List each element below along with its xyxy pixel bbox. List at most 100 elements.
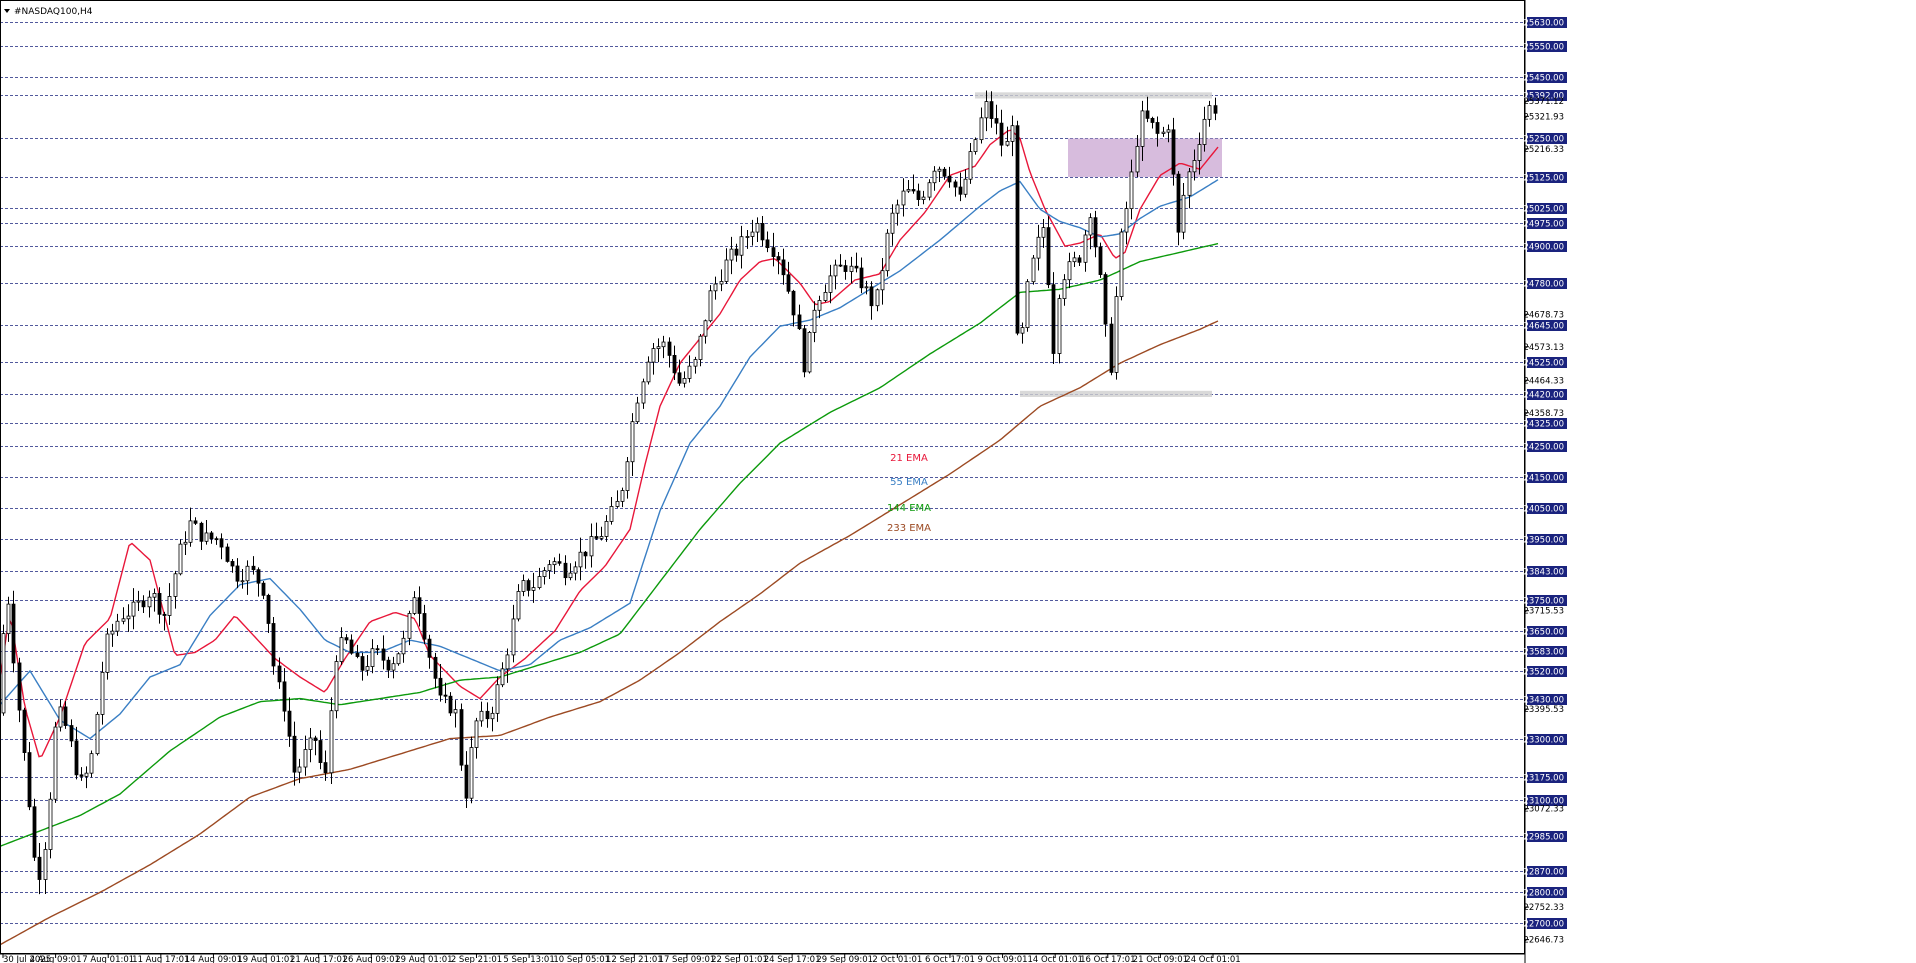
- price-axis[interactable]: 25630.00 25550.00 25450.00 25392.00 25250.00…: [1523, 17, 1567, 946]
- candle-body: [583, 551, 588, 557]
- candle-body: [11, 603, 16, 664]
- candle-body: [1036, 236, 1041, 259]
- ema-legend: 21 EMA 55 EMA 144 EMA 233 EMA: [887, 453, 931, 534]
- candle-body: [656, 346, 661, 349]
- price-level-box: [1527, 595, 1567, 606]
- candle-body: [375, 648, 380, 651]
- candle-body: [1129, 171, 1134, 210]
- candle-body: [698, 335, 703, 360]
- candle-body: [500, 668, 505, 686]
- candle-body: [1155, 122, 1160, 134]
- price-level-box: [1527, 866, 1567, 877]
- candle-body: [1062, 279, 1067, 299]
- candle-body: [1057, 298, 1062, 354]
- candle-body: [932, 170, 937, 184]
- candle-body: [999, 122, 1004, 146]
- candle-body: [136, 600, 141, 603]
- candle-body: [495, 684, 500, 714]
- time-label: 6 Oct 17:01: [925, 955, 975, 963]
- price-level-box: [1527, 772, 1567, 783]
- candle-body: [1161, 131, 1166, 134]
- candle-body: [713, 283, 718, 292]
- price-level-box: [1527, 241, 1567, 252]
- time-label: 26 Aug 09:01: [343, 955, 400, 963]
- candle-body: [869, 286, 874, 307]
- candle-body: [183, 541, 188, 545]
- candle-body: [110, 630, 115, 635]
- candle-body: [48, 798, 53, 850]
- candle-body: [1140, 110, 1145, 147]
- candle-body: [906, 189, 911, 192]
- candle-body: [22, 709, 27, 753]
- dropdown-triangle-icon[interactable]: [4, 9, 10, 13]
- candle-body: [105, 633, 110, 673]
- price-level-label: 24050.00: [1523, 505, 1564, 515]
- candle-body: [1187, 171, 1192, 196]
- candle-body: [339, 637, 344, 662]
- price-level-box: [1527, 278, 1567, 289]
- candle-body: [188, 520, 193, 543]
- candle-body: [391, 663, 396, 671]
- candle-body: [661, 341, 666, 348]
- price-level-box: [1527, 626, 1567, 637]
- candle-body: [641, 381, 646, 404]
- candle-body: [1046, 227, 1051, 286]
- price-level-label: 25392.00: [1523, 92, 1564, 102]
- candle-body: [214, 538, 219, 541]
- time-label: 14 Aug 09:01: [185, 955, 242, 963]
- price-level-box: [1527, 133, 1567, 144]
- candle-body: [1051, 284, 1056, 354]
- candle-body: [277, 665, 282, 683]
- price-level-label: 22800.00: [1523, 889, 1564, 899]
- candle-body: [1031, 257, 1036, 283]
- candle-body: [947, 175, 952, 183]
- candle-body: [1088, 217, 1093, 236]
- candle-body: [765, 239, 770, 249]
- ema-line-21: [0, 129, 1219, 758]
- candle-body: [303, 749, 308, 768]
- candle-body: [594, 536, 599, 539]
- candle-body: [890, 212, 895, 234]
- candle-body: [1166, 129, 1171, 133]
- candle-body: [1010, 125, 1015, 142]
- price-level-label: 25450.00: [1523, 74, 1564, 84]
- candle-body: [32, 806, 37, 858]
- price-level-label: 25125.00: [1523, 174, 1564, 184]
- candle-body: [63, 706, 68, 726]
- candle-body: [474, 720, 479, 748]
- candle-body: [1114, 296, 1119, 373]
- price-level-label: 22870.00: [1523, 868, 1564, 878]
- candle-body: [1119, 231, 1124, 297]
- candle-body: [812, 309, 817, 333]
- candle-body: [1171, 129, 1176, 175]
- candle-body: [349, 639, 354, 654]
- candle-body: [927, 182, 932, 198]
- candle-body: [282, 681, 287, 712]
- candle-body: [448, 695, 453, 714]
- price-level-box: [1527, 389, 1567, 400]
- candle-body: [739, 236, 744, 256]
- ema233-label: 233 EMA: [887, 523, 931, 534]
- candle-body: [791, 290, 796, 316]
- time-label: 9 Oct 09:01: [978, 955, 1028, 963]
- candle-body: [984, 101, 989, 119]
- price-level-label: 24900.00: [1523, 243, 1564, 253]
- candle-body: [864, 286, 869, 289]
- candle-body: [719, 281, 724, 285]
- candle-body: [469, 747, 474, 799]
- candle-body: [266, 594, 271, 624]
- candle-body: [885, 232, 890, 272]
- ema-line-233: [0, 320, 1219, 946]
- candle-body: [396, 653, 401, 665]
- price-level-label: 25630.00: [1523, 19, 1564, 29]
- candle-body: [287, 710, 292, 737]
- ema144-label: 144 EMA: [887, 503, 931, 514]
- candle-body: [1, 633, 6, 714]
- candle-body: [828, 275, 833, 293]
- candle-body: [95, 713, 100, 755]
- candle-body: [173, 573, 178, 597]
